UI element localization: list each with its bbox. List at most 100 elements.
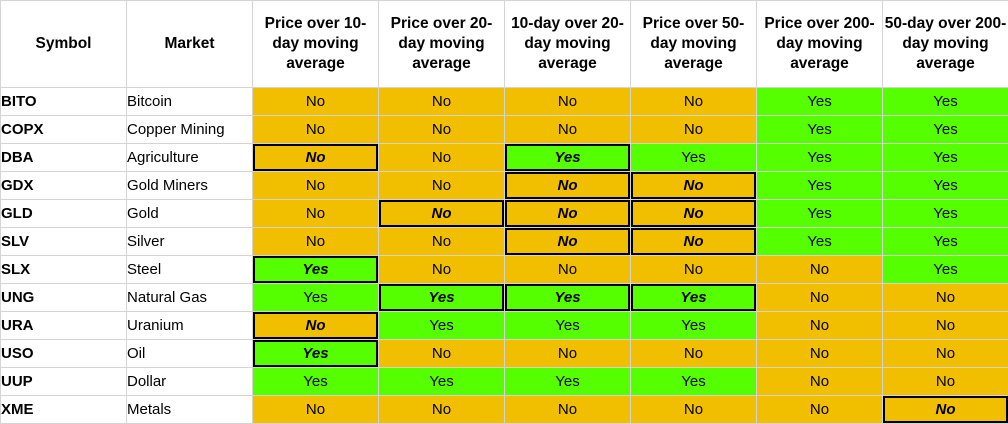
50d-over-200d-ma-cell[interactable]: Yes bbox=[883, 88, 1008, 116]
price-over-20d-ma-cell[interactable]: Yes bbox=[379, 284, 505, 312]
50d-over-200d-ma-cell[interactable]: Yes bbox=[883, 228, 1008, 256]
50d-over-200d-ma-cell[interactable]: Yes bbox=[883, 256, 1008, 284]
symbol-cell[interactable]: UUP bbox=[1, 368, 127, 396]
market-cell[interactable]: Copper Mining bbox=[127, 116, 253, 144]
symbol-cell[interactable]: USO bbox=[1, 340, 127, 368]
10d-over-20d-ma-cell[interactable]: No bbox=[505, 200, 631, 228]
price-over-200d-ma-cell[interactable]: Yes bbox=[757, 228, 883, 256]
price-over-10d-ma-cell[interactable]: Yes bbox=[253, 340, 379, 368]
price-over-50d-ma-cell[interactable]: Yes bbox=[631, 312, 757, 340]
header-price-over-10d-ma[interactable]: Price over 10-day moving average bbox=[253, 1, 379, 88]
header-symbol[interactable]: Symbol bbox=[1, 1, 127, 88]
symbol-cell[interactable]: BITO bbox=[1, 88, 127, 116]
50d-over-200d-ma-cell[interactable]: Yes bbox=[883, 144, 1008, 172]
market-cell[interactable]: Agriculture bbox=[127, 144, 253, 172]
symbol-cell[interactable]: GLD bbox=[1, 200, 127, 228]
price-over-20d-ma-cell[interactable]: No bbox=[379, 340, 505, 368]
price-over-50d-ma-cell[interactable]: No bbox=[631, 256, 757, 284]
market-cell[interactable]: Metals bbox=[127, 396, 253, 424]
price-over-20d-ma-cell[interactable]: No bbox=[379, 88, 505, 116]
price-over-20d-ma-cell[interactable]: Yes bbox=[379, 312, 505, 340]
10d-over-20d-ma-cell[interactable]: No bbox=[505, 228, 631, 256]
price-over-50d-ma-cell[interactable]: No bbox=[631, 88, 757, 116]
price-over-50d-ma-cell[interactable]: No bbox=[631, 116, 757, 144]
header-market[interactable]: Market bbox=[127, 1, 253, 88]
market-cell[interactable]: Silver bbox=[127, 228, 253, 256]
market-cell[interactable]: Dollar bbox=[127, 368, 253, 396]
price-over-10d-ma-cell[interactable]: Yes bbox=[253, 284, 379, 312]
symbol-cell[interactable]: URA bbox=[1, 312, 127, 340]
price-over-10d-ma-cell[interactable]: No bbox=[253, 312, 379, 340]
price-over-20d-ma-cell[interactable]: Yes bbox=[379, 368, 505, 396]
10d-over-20d-ma-cell[interactable]: Yes bbox=[505, 312, 631, 340]
symbol-cell[interactable]: COPX bbox=[1, 116, 127, 144]
header-price-over-50d-ma[interactable]: Price over 50-day moving average bbox=[631, 1, 757, 88]
price-over-20d-ma-cell[interactable]: No bbox=[379, 200, 505, 228]
price-over-200d-ma-cell[interactable]: No bbox=[757, 368, 883, 396]
market-cell[interactable]: Bitcoin bbox=[127, 88, 253, 116]
price-over-20d-ma-cell[interactable]: No bbox=[379, 144, 505, 172]
50d-over-200d-ma-cell[interactable]: No bbox=[883, 340, 1008, 368]
price-over-200d-ma-cell[interactable]: Yes bbox=[757, 172, 883, 200]
price-over-200d-ma-cell[interactable]: Yes bbox=[757, 88, 883, 116]
10d-over-20d-ma-cell[interactable]: Yes bbox=[505, 284, 631, 312]
10d-over-20d-ma-cell[interactable]: No bbox=[505, 340, 631, 368]
market-cell[interactable]: Steel bbox=[127, 256, 253, 284]
price-over-20d-ma-cell[interactable]: No bbox=[379, 396, 505, 424]
price-over-200d-ma-cell[interactable]: No bbox=[757, 256, 883, 284]
price-over-50d-ma-cell[interactable]: Yes bbox=[631, 144, 757, 172]
header-price-over-200d-ma[interactable]: Price over 200-day moving average bbox=[757, 1, 883, 88]
10d-over-20d-ma-cell[interactable]: No bbox=[505, 116, 631, 144]
price-over-50d-ma-cell[interactable]: Yes bbox=[631, 284, 757, 312]
price-over-50d-ma-cell[interactable]: No bbox=[631, 200, 757, 228]
50d-over-200d-ma-cell[interactable]: No bbox=[883, 396, 1008, 424]
price-over-10d-ma-cell[interactable]: No bbox=[253, 88, 379, 116]
price-over-10d-ma-cell[interactable]: No bbox=[253, 396, 379, 424]
market-cell[interactable]: Gold Miners bbox=[127, 172, 253, 200]
price-over-200d-ma-cell[interactable]: No bbox=[757, 284, 883, 312]
price-over-200d-ma-cell[interactable]: No bbox=[757, 396, 883, 424]
50d-over-200d-ma-cell[interactable]: No bbox=[883, 312, 1008, 340]
price-over-200d-ma-cell[interactable]: Yes bbox=[757, 200, 883, 228]
market-cell[interactable]: Uranium bbox=[127, 312, 253, 340]
50d-over-200d-ma-cell[interactable]: Yes bbox=[883, 116, 1008, 144]
symbol-cell[interactable]: GDX bbox=[1, 172, 127, 200]
50d-over-200d-ma-cell[interactable]: Yes bbox=[883, 200, 1008, 228]
10d-over-20d-ma-cell[interactable]: No bbox=[505, 88, 631, 116]
price-over-200d-ma-cell[interactable]: Yes bbox=[757, 144, 883, 172]
price-over-50d-ma-cell[interactable]: No bbox=[631, 340, 757, 368]
10d-over-20d-ma-cell[interactable]: Yes bbox=[505, 144, 631, 172]
10d-over-20d-ma-cell[interactable]: No bbox=[505, 172, 631, 200]
symbol-cell[interactable]: DBA bbox=[1, 144, 127, 172]
symbol-cell[interactable]: UNG bbox=[1, 284, 127, 312]
price-over-10d-ma-cell[interactable]: No bbox=[253, 228, 379, 256]
10d-over-20d-ma-cell[interactable]: Yes bbox=[505, 368, 631, 396]
symbol-cell[interactable]: SLV bbox=[1, 228, 127, 256]
market-cell[interactable]: Natural Gas bbox=[127, 284, 253, 312]
symbol-cell[interactable]: SLX bbox=[1, 256, 127, 284]
symbol-cell[interactable]: XME bbox=[1, 396, 127, 424]
price-over-200d-ma-cell[interactable]: No bbox=[757, 340, 883, 368]
price-over-10d-ma-cell[interactable]: Yes bbox=[253, 256, 379, 284]
market-cell[interactable]: Oil bbox=[127, 340, 253, 368]
50d-over-200d-ma-cell[interactable]: No bbox=[883, 368, 1008, 396]
price-over-50d-ma-cell[interactable]: No bbox=[631, 228, 757, 256]
header-10d-over-20d-ma[interactable]: 10-day over 20-day moving average bbox=[505, 1, 631, 88]
50d-over-200d-ma-cell[interactable]: Yes bbox=[883, 172, 1008, 200]
price-over-50d-ma-cell[interactable]: Yes bbox=[631, 368, 757, 396]
price-over-10d-ma-cell[interactable]: No bbox=[253, 144, 379, 172]
price-over-20d-ma-cell[interactable]: No bbox=[379, 256, 505, 284]
50d-over-200d-ma-cell[interactable]: No bbox=[883, 284, 1008, 312]
price-over-10d-ma-cell[interactable]: No bbox=[253, 116, 379, 144]
market-cell[interactable]: Gold bbox=[127, 200, 253, 228]
price-over-20d-ma-cell[interactable]: No bbox=[379, 116, 505, 144]
price-over-10d-ma-cell[interactable]: No bbox=[253, 200, 379, 228]
price-over-50d-ma-cell[interactable]: No bbox=[631, 396, 757, 424]
price-over-20d-ma-cell[interactable]: No bbox=[379, 172, 505, 200]
price-over-200d-ma-cell[interactable]: Yes bbox=[757, 116, 883, 144]
price-over-10d-ma-cell[interactable]: Yes bbox=[253, 368, 379, 396]
10d-over-20d-ma-cell[interactable]: No bbox=[505, 396, 631, 424]
header-50d-over-200d-ma[interactable]: 50-day over 200-day moving average bbox=[883, 1, 1008, 88]
price-over-50d-ma-cell[interactable]: No bbox=[631, 172, 757, 200]
header-price-over-20d-ma[interactable]: Price over 20-day moving average bbox=[379, 1, 505, 88]
